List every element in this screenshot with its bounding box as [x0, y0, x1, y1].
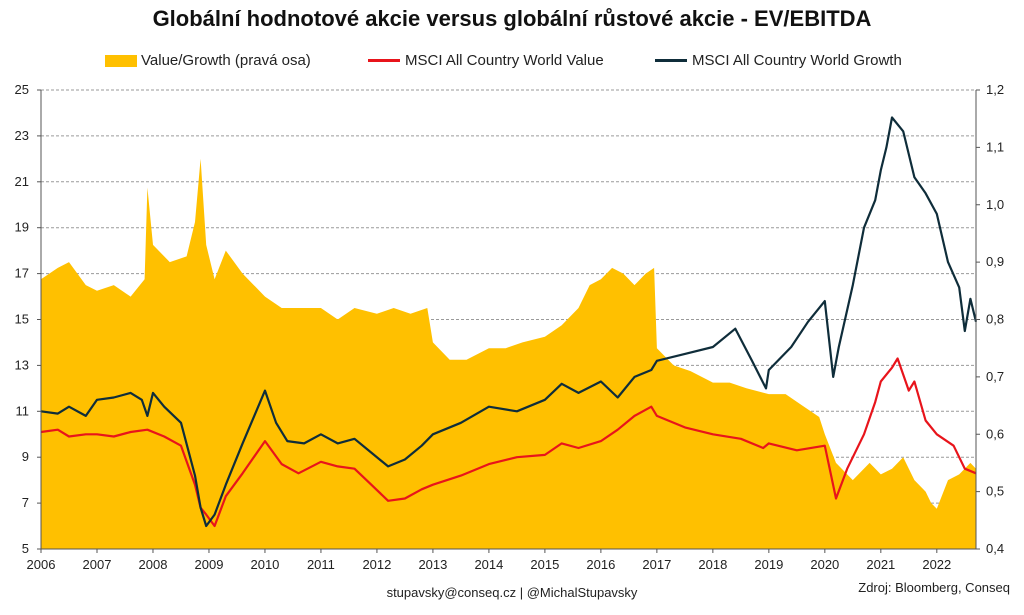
legend-label-msci-value: MSCI All Country World Value: [405, 52, 604, 69]
x-axis-tick-label: 2015: [530, 557, 559, 572]
left-axis-tick-label: 11: [16, 403, 30, 418]
axes: 5 7 9 11 13 15 17 19 21 23 25 0,4 0,5 0,6 0,7 0,8 0,9 1,0…: [15, 82, 1005, 572]
chart-title: Globální hodnotové akcie versus globální…: [152, 6, 872, 31]
x-axis-tick-label: 2020: [810, 557, 839, 572]
left-axis-tick-label: 21: [15, 174, 29, 189]
series-lines: [40, 116, 978, 528]
legend-label-value-growth: Value/Growth (pravá osa): [141, 52, 311, 69]
msci-value-line: [40, 357, 977, 528]
right-axis-tick-label: 0,9: [986, 254, 1004, 269]
left-axis-tick-label: 7: [22, 495, 29, 510]
footer-source: Zdroj: Bloomberg, Conseq: [858, 580, 1010, 595]
x-axis-tick-label: 2019: [754, 557, 783, 572]
legend-item-msci-growth: MSCI All Country World Growth: [655, 52, 902, 69]
value-growth-area-shape: [41, 158, 976, 550]
left-axis-tick-label: 25: [15, 82, 29, 97]
value-growth-area: [41, 158, 976, 550]
chart-legend: Value/Growth (pravá osa) MSCI All Countr…: [0, 52, 1024, 78]
x-axis-tick-label: 2012: [362, 557, 391, 572]
x-axis-tick-label: 2021: [866, 557, 895, 572]
x-axis-tick-label: 2022: [922, 557, 951, 572]
legend-swatch-value-growth: [105, 54, 137, 67]
x-axis-tick-label: 2007: [83, 557, 112, 572]
left-axis-tick-label: 9: [22, 449, 29, 464]
right-axis-tick-label: 0,8: [986, 312, 1004, 327]
footer-contact: stupavsky@conseq.cz | @MichalStupavsky: [386, 585, 638, 600]
x-axis-tick-label: 2016: [586, 557, 615, 572]
right-axis-tick-label: 0,5: [986, 484, 1004, 499]
legend-label-msci-growth: MSCI All Country World Growth: [692, 52, 902, 69]
right-axis-tick-label: 1,1: [986, 139, 1004, 154]
x-axis-tick-label: 2009: [195, 557, 224, 572]
legend-swatch-msci-value: [368, 59, 400, 62]
left-axis-tick-label: 13: [15, 357, 29, 372]
right-axis-tick-label: 0,7: [986, 369, 1004, 384]
right-axis-tick-label: 0,6: [986, 426, 1004, 441]
x-axis-tick-label: 2008: [139, 557, 168, 572]
left-axis-tick-label: 17: [15, 266, 29, 281]
msci-growth-line: [40, 116, 978, 528]
left-axis-tick-label: 23: [15, 128, 29, 143]
x-axis-tick-label: 2018: [698, 557, 727, 572]
x-axis-tick-label: 2017: [642, 557, 671, 572]
left-axis-tick-label: 15: [15, 312, 29, 327]
x-axis-tick-label: 2006: [27, 557, 56, 572]
legend-swatch-msci-growth: [655, 59, 687, 62]
legend-item-value-growth: Value/Growth (pravá osa): [105, 52, 311, 69]
right-axis-tick-label: 1,2: [986, 82, 1004, 97]
left-axis-tick-label: 5: [22, 541, 29, 556]
left-axis-tick-label: 19: [15, 220, 29, 235]
x-axis-tick-label: 2010: [250, 557, 279, 572]
x-axis-tick-label: 2014: [474, 557, 503, 572]
x-axis-tick-label: 2013: [418, 557, 447, 572]
right-axis-tick-label: 1,0: [986, 197, 1004, 212]
right-axis-tick-label: 0,4: [986, 541, 1004, 556]
legend-item-msci-value: MSCI All Country World Value: [368, 52, 604, 69]
x-axis-tick-label: 2011: [307, 557, 335, 572]
